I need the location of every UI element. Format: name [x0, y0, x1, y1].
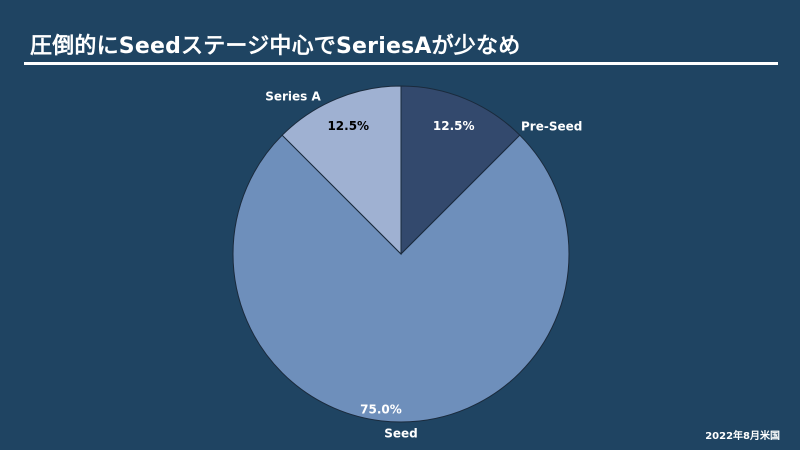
slide-title: 圧倒的にSeedステージ中心でSeriesAが少なめ [30, 34, 521, 59]
pie-value-label-series-a: 12.5% [327, 119, 369, 133]
pie-category-label-series-a: Series A [265, 90, 321, 104]
pie-value-label-seed: 75.0% [360, 403, 402, 417]
pie-slice-pre-seed [400, 85, 521, 256]
pie-category-label-pre-seed: Pre-Seed [521, 120, 582, 134]
source-footnote: 2022年8月米国 [705, 431, 780, 442]
pie-category-label-seed: Seed [384, 427, 418, 441]
pie-slice-seed [232, 134, 570, 423]
pie-value-label-pre-seed: 12.5% [433, 119, 475, 133]
title-divider [24, 62, 778, 65]
pie-slice-series-a [281, 85, 402, 256]
